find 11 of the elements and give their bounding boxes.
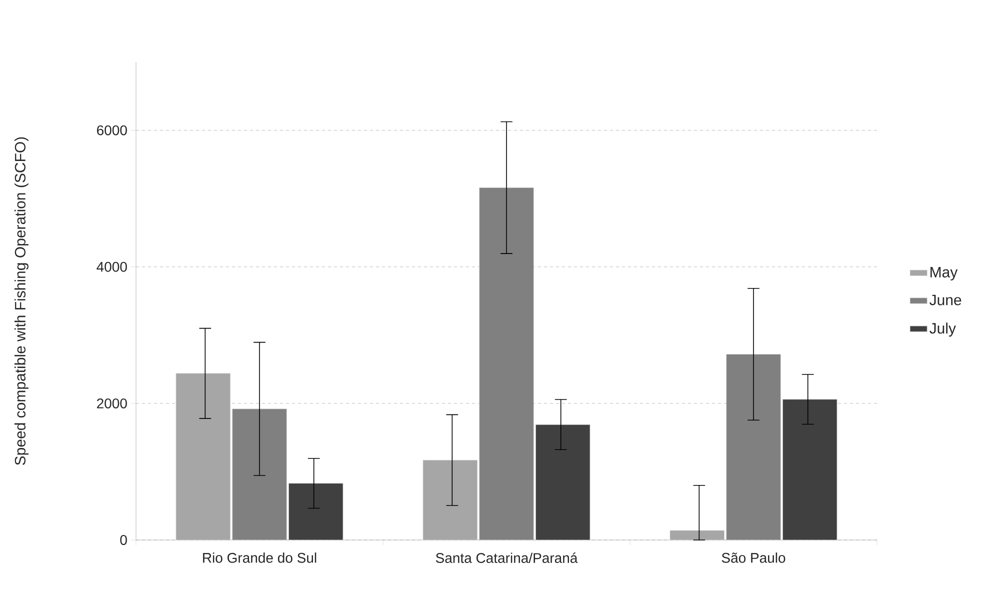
x-tick-label: São Paulo <box>722 552 786 563</box>
legend-label: May <box>930 267 958 280</box>
y-axis-title: Speed compatible with Fishing Operation (SCFO) <box>14 137 28 465</box>
x-tick-label: Rio Grande do Sul <box>203 552 316 563</box>
legend-label: June <box>930 294 962 306</box>
legend-label: July <box>930 322 956 337</box>
y-tick-label: 6000 <box>97 125 127 136</box>
y-tick-label: 4000 <box>96 262 127 272</box>
x-tick-label: Santa Catarina/Paraná <box>436 552 578 563</box>
y-tick-label: 2000 <box>97 398 127 408</box>
y-tick-label: 0 <box>120 535 127 545</box>
